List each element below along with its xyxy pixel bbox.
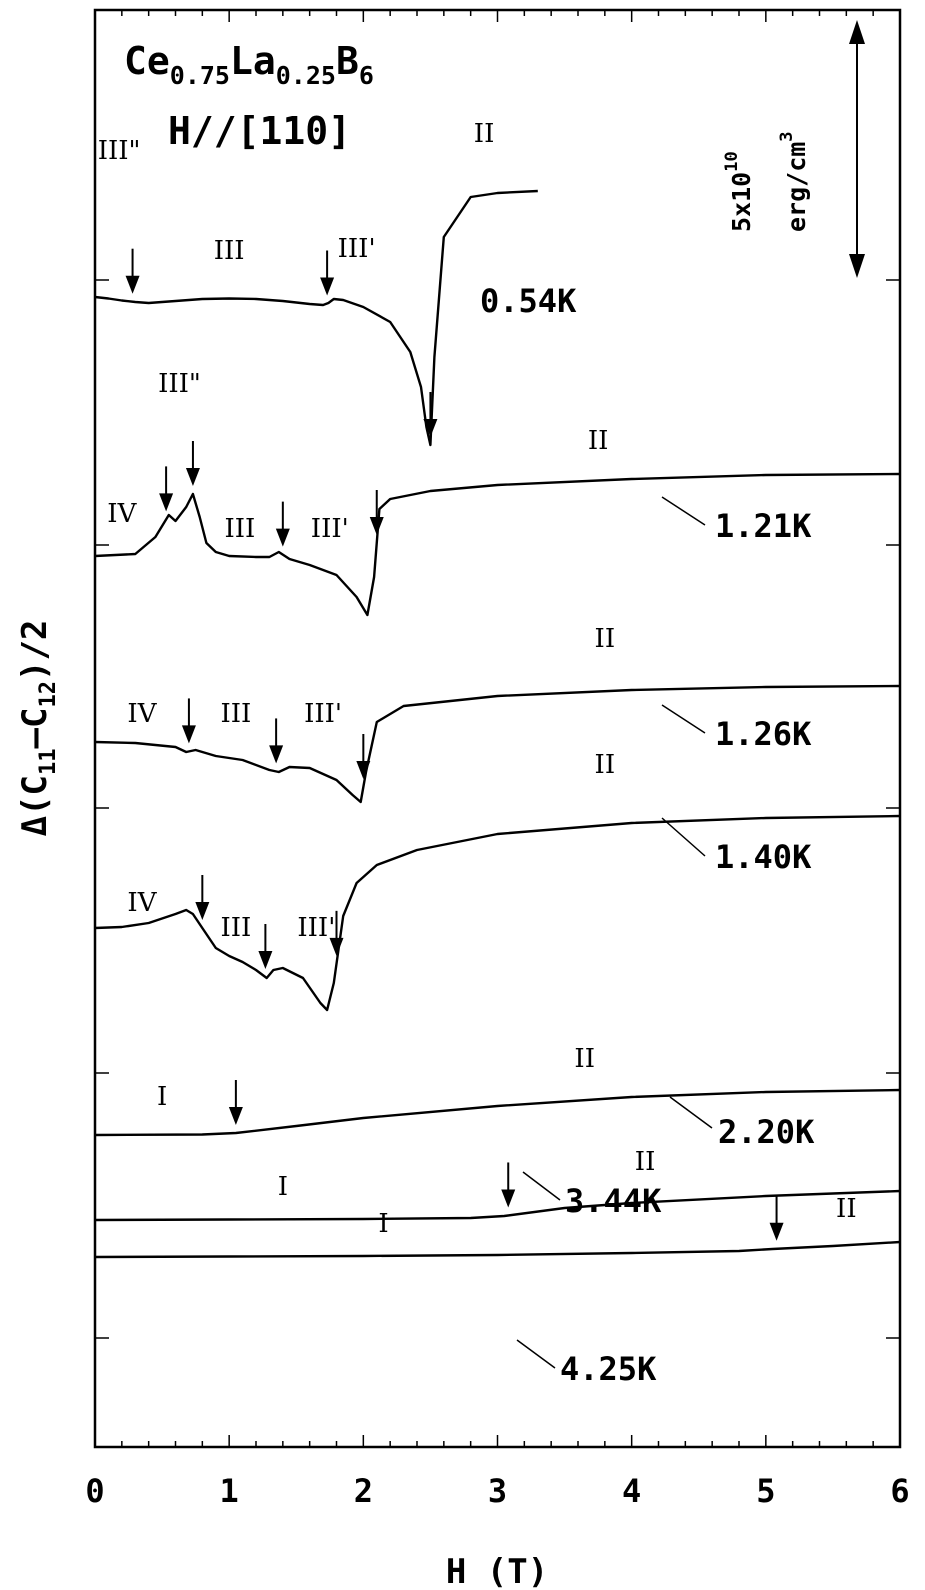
phase-label: I (157, 1082, 167, 1112)
temperature-label: 0.54K (480, 282, 577, 320)
phase-label: IV (107, 499, 137, 529)
transition-arrow (501, 1162, 516, 1208)
transition-arrow (185, 441, 200, 486)
phase-label: III' (304, 699, 342, 729)
y-axis-label: Δ(C11–C12)/2 (15, 620, 61, 837)
series-1.26K: IV III III' II 1.26K (94, 624, 901, 804)
transition-arrow (769, 1195, 784, 1241)
transition-arrow (195, 875, 210, 920)
series-line (94, 472, 901, 617)
leader-line (669, 1096, 713, 1129)
x-tick-label: 0 (85, 1472, 104, 1510)
x-tick-label: 2 (354, 1472, 373, 1510)
temperature-label: 2.20K (718, 1113, 815, 1151)
transition-arrow (228, 1080, 243, 1125)
phase-label: IV (127, 699, 157, 729)
phase-label: III' (297, 913, 335, 943)
scale-bar: 5x1010 erg/cm3 (722, 20, 865, 278)
phase-label: II (836, 1194, 857, 1224)
series-line (94, 814, 901, 1012)
leader-line (522, 1171, 561, 1201)
series-4.25K: I II4.25K (94, 1194, 901, 1388)
transition-arrow (320, 250, 335, 296)
phase-label: II (588, 426, 609, 456)
leader-line (516, 1339, 556, 1369)
series-line (94, 1240, 901, 1259)
transition-arrow (125, 248, 140, 294)
chart-title: Ce0.75La0.25B6 (124, 39, 374, 90)
series-0.54K: III" III III' II 0.54K (94, 119, 577, 447)
phase-label: III (220, 913, 251, 943)
transition-arrow (329, 910, 344, 956)
leader-line (661, 817, 706, 857)
x-tick-labels: 0 1 2 3 4 5 6 (85, 1472, 909, 1510)
phase-label: III" (98, 136, 141, 166)
scale-bar-label: 5x1010 (722, 151, 756, 232)
phase-label: II (474, 119, 495, 149)
transition-arrow (356, 734, 371, 779)
series-1.40K: IV III III' II 1.40K (94, 750, 901, 1012)
phase-label: III' (311, 514, 349, 544)
temperature-label: 4.25K (560, 1350, 657, 1388)
transition-arrow (275, 501, 290, 547)
temperature-label: 1.26K (715, 715, 812, 753)
chart-subtitle: H//[110] (168, 109, 351, 153)
x-tick-label: 3 (488, 1472, 507, 1510)
transition-arrow (269, 718, 284, 764)
scale-bar-arrow-bottom (849, 254, 865, 278)
transition-arrow (258, 924, 273, 969)
phase-label: III (214, 236, 245, 266)
series-line (94, 684, 901, 804)
x-axis-label: H (T) (446, 1552, 548, 1590)
temperature-label: 1.21K (715, 507, 812, 545)
phase-label: II (574, 1044, 595, 1074)
scale-bar-arrow-top (849, 20, 865, 44)
phase-label: II (595, 624, 616, 654)
series-line (94, 1088, 901, 1137)
phase-label: III (220, 699, 251, 729)
x-tick-label: 5 (756, 1472, 775, 1510)
phase-label: I (278, 1172, 288, 1202)
series-line (94, 189, 538, 447)
transition-arrow (423, 392, 438, 437)
phase-label: I (378, 1209, 388, 1239)
x-tick-label: 1 (220, 1472, 239, 1510)
phase-label: III" (158, 369, 201, 399)
phase-label: III (224, 514, 255, 544)
series-line (94, 1189, 901, 1222)
phase-label: III' (338, 234, 376, 264)
phase-label: II (595, 750, 616, 780)
scale-bar-unit: erg/cm3 (777, 131, 811, 232)
temperature-label: 1.40K (715, 838, 812, 876)
leader-line (661, 704, 706, 734)
phase-label: IV (127, 888, 157, 918)
series-1.21K: IV III" III III' II 1.21K (94, 369, 901, 617)
temperature-label: 3.44K (565, 1182, 662, 1220)
x-tick-label: 4 (622, 1472, 641, 1510)
x-tick-label: 6 (890, 1472, 909, 1510)
leader-line (661, 496, 706, 526)
transition-arrow (369, 490, 384, 535)
phase-label: II (635, 1147, 656, 1177)
transition-arrow (159, 466, 174, 512)
transition-arrow (181, 698, 196, 744)
axis-ticks (94, 10, 901, 1447)
